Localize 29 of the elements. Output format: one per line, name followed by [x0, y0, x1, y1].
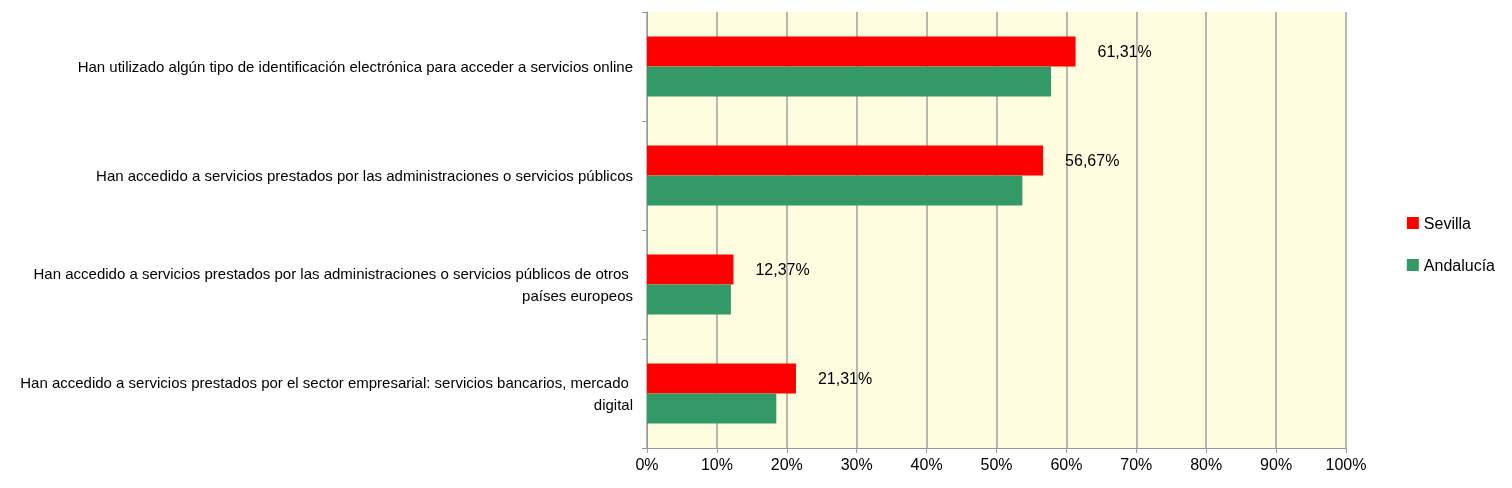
legend-label: Sevilla [1423, 214, 1472, 232]
legend-label: Andalucía [1423, 256, 1496, 274]
x-tick-label: 20% [770, 455, 803, 473]
bar [647, 145, 1044, 176]
data-label: 56,67% [1065, 152, 1120, 169]
bar [647, 284, 731, 315]
x-tick-label: 60% [1050, 455, 1083, 473]
x-tick-label: 30% [840, 455, 873, 473]
x-tick-label: 90% [1260, 455, 1293, 473]
data-label: 21,31% [817, 370, 873, 387]
bar [647, 363, 796, 394]
y-tick-label: Han accedido a servicios prestados por las administraciones o servicios públicos [96, 167, 633, 184]
y-tick-label: Han accedido a servicios prestados por las administraciones o servicios públicos de otros países europeos [33, 265, 633, 304]
bar [647, 36, 1076, 67]
y-tick-label: Han utilizado algún tipo de identificación electrónica para acceder a servicios online [77, 58, 633, 75]
y-tick-label: Han accedido a servicios prestados por el sector empresarial: servicios bancarios, mercado digital [20, 374, 633, 413]
x-tick-label: 40% [910, 455, 943, 473]
x-tick-label: 10% [700, 455, 733, 473]
data-label: 12,37% [755, 261, 810, 278]
x-tick-label: 100% [1325, 455, 1367, 473]
bar [647, 254, 734, 285]
data-label: 61,31% [1097, 43, 1152, 60]
bar [647, 66, 1052, 97]
x-tick-label: 70% [1120, 455, 1153, 473]
bar [647, 175, 1023, 206]
x-tick-label: 0% [635, 455, 659, 473]
x-tick-label: 50% [980, 455, 1013, 473]
x-tick-label: 80% [1190, 455, 1223, 473]
bar [647, 393, 777, 424]
